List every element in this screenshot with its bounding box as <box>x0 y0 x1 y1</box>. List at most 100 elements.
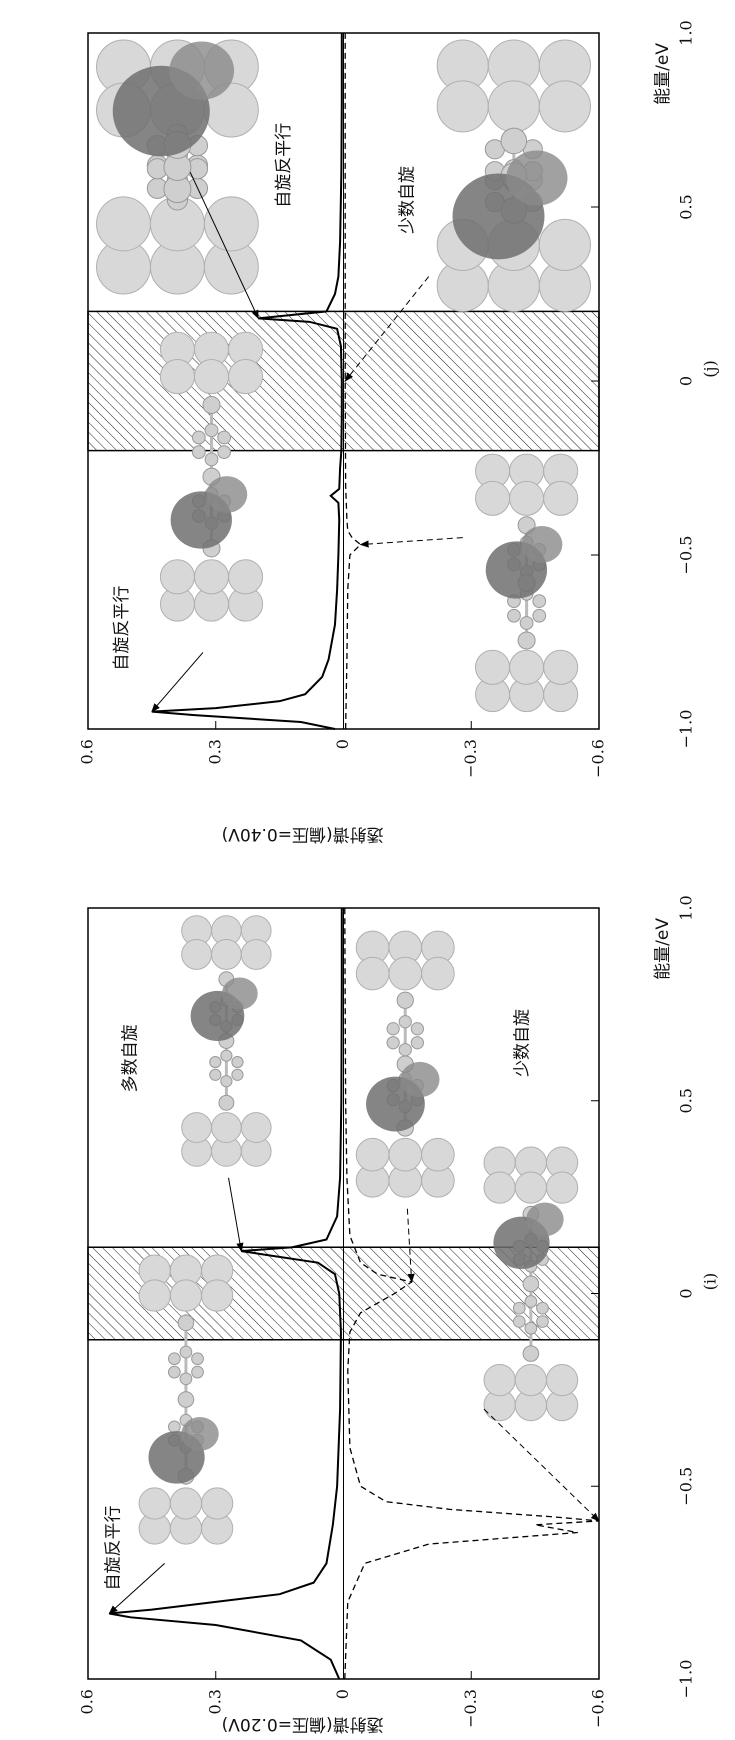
orbital-lobe <box>181 1417 219 1451</box>
y-tick-label: −0.3 <box>461 739 480 778</box>
ring-atom <box>519 616 534 630</box>
orbital-lobe <box>526 1202 564 1237</box>
electrode-atom <box>138 1487 171 1520</box>
ring-atom <box>386 1022 400 1036</box>
annotation: 自旋反平行 <box>112 586 132 671</box>
ring-atom <box>167 1365 181 1379</box>
electrode-atom <box>545 1171 579 1204</box>
spectrum-line <box>344 33 362 730</box>
x-tick-label: 1.0 <box>677 20 696 45</box>
y-tick-label: 0.3 <box>205 739 224 764</box>
electrode-atom <box>159 359 195 395</box>
ring-atom <box>536 1301 549 1315</box>
molecule-images <box>138 915 579 1545</box>
electrode-atom <box>538 80 591 133</box>
ring-atom <box>191 445 206 460</box>
orbital-lobe <box>206 476 248 513</box>
annotation-arrow <box>189 171 259 320</box>
annotation-arrow <box>344 276 430 382</box>
electrode-atom <box>388 956 423 991</box>
panel: −1.0 −0.5 0 0.5 1.0 −0.6 −0.3 0 0.3 0.6 能量/eV 透射谱(偏… <box>78 20 720 844</box>
annotation: 多数自旋 <box>121 1024 141 1092</box>
electrode-atom <box>240 1112 272 1143</box>
electrode-atom <box>509 649 545 685</box>
chain-atom <box>202 395 221 414</box>
electrode-atom <box>201 1487 234 1520</box>
ring-atom <box>512 1315 526 1328</box>
electrode-atom <box>210 1112 242 1143</box>
ring-atom <box>398 1015 412 1029</box>
y-tick-label: 0 <box>333 1689 352 1699</box>
chain-atom <box>218 1094 235 1111</box>
electrode-atom <box>210 939 242 970</box>
ring-atom <box>536 1315 549 1328</box>
electrode-atom <box>483 1364 516 1397</box>
ring-atom <box>386 1036 400 1050</box>
x-tick-label: 0 <box>677 1288 696 1298</box>
y-axis-label: 透射谱(偏压=0.40V) <box>222 824 384 844</box>
electrode-atom <box>96 196 151 252</box>
ring-atom <box>532 594 547 609</box>
electrode-atom <box>514 1171 547 1204</box>
electrode-atom <box>483 1171 516 1204</box>
electrode-atom <box>138 1279 171 1312</box>
ring-atom <box>524 1321 538 1335</box>
electrode-atom <box>388 1137 423 1172</box>
ring-atom <box>204 423 219 438</box>
x-tick-label: 0.5 <box>677 194 696 219</box>
chain-atom <box>396 991 414 1009</box>
electrode-atom <box>509 480 545 516</box>
ring-atom <box>217 445 232 460</box>
ring-atom <box>410 1022 424 1036</box>
x-tick-label: −1.0 <box>677 710 696 749</box>
annotation: 自旋反平行 <box>274 123 294 208</box>
annotation: 自旋反平行 <box>104 1505 124 1590</box>
annotation-arrow <box>228 1177 244 1252</box>
electrode-atom <box>421 956 455 991</box>
electrode-atom <box>159 559 195 595</box>
spectrum-line <box>109 908 343 1680</box>
panel: −1.0 −0.5 0 0.5 1.0 −0.6 −0.3 0 0.3 0.6 能量/eV 透射谱(偏… <box>78 895 720 1734</box>
y-tick-label: −0.6 <box>589 739 608 778</box>
electrode-atom <box>169 1487 203 1520</box>
ring-atom <box>191 1365 204 1379</box>
annotation: 少数自旋 <box>512 1009 532 1077</box>
ring-atom <box>231 1068 244 1081</box>
orbital-lobe <box>221 977 258 1010</box>
annotation-arrow <box>483 1408 600 1522</box>
ring-atom <box>191 1352 204 1366</box>
orbital-lobe <box>521 526 563 563</box>
annotation-arrow <box>359 537 463 548</box>
chain-atom <box>177 1391 195 1408</box>
electrode-atom <box>538 218 591 272</box>
orbital-lobe <box>506 150 568 206</box>
electrode-atom <box>436 80 489 133</box>
ring-atom <box>179 1372 193 1386</box>
orbital-lobe <box>400 1061 440 1098</box>
x-tick-label: −0.5 <box>677 1467 696 1506</box>
ring-atom <box>220 1049 233 1062</box>
chain-atom <box>517 631 536 650</box>
ring-atom <box>167 1420 181 1434</box>
electrode-atom <box>193 359 230 395</box>
orbital-lobe <box>169 41 235 100</box>
annotation-arrow <box>108 1562 165 1615</box>
ring-atom <box>410 1036 424 1050</box>
annotation: 少数自旋 <box>397 166 417 234</box>
y-tick-label: −0.3 <box>461 1689 480 1728</box>
electrode-atom <box>543 480 579 516</box>
ring-atom <box>512 1301 526 1315</box>
ring-atom <box>209 1068 222 1081</box>
x-tick-label: 1.0 <box>677 895 696 920</box>
chain-atom <box>522 1275 540 1293</box>
x-tick-label: −0.5 <box>677 536 696 575</box>
annotation-arrow <box>151 652 204 713</box>
ring-atom <box>179 1345 193 1359</box>
electrode-atom <box>181 1112 212 1143</box>
y-axis-label: 透射谱(偏压=0.20V) <box>222 1714 384 1734</box>
electrode-atom <box>487 80 540 133</box>
ring-atom <box>398 1043 412 1057</box>
electrode-atom <box>421 1137 455 1172</box>
ring-atom <box>209 1055 222 1069</box>
